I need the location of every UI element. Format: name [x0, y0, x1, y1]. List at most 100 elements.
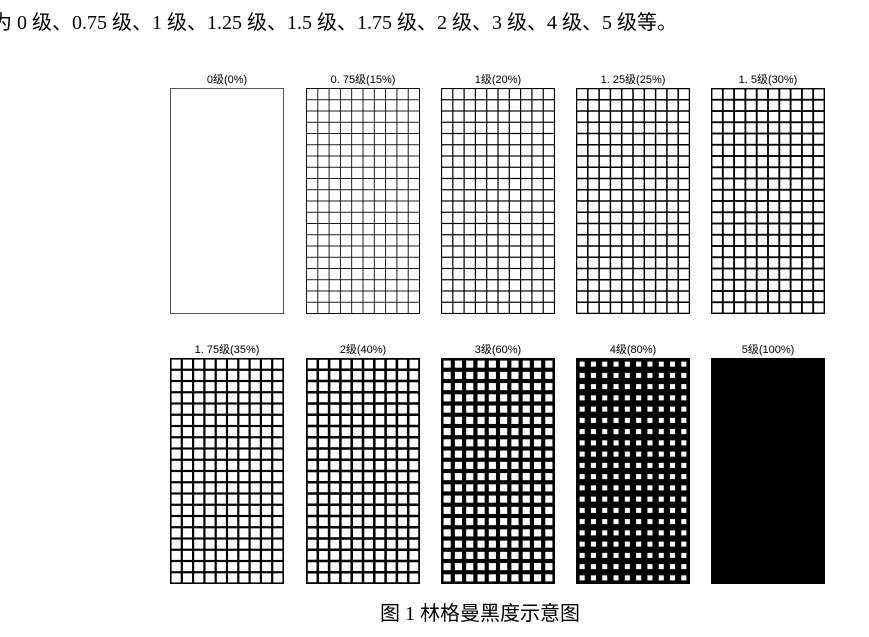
empty-frame — [170, 88, 284, 314]
white-square — [330, 416, 340, 425]
white-square — [624, 395, 630, 401]
white-square — [182, 494, 192, 504]
white-square — [532, 235, 543, 246]
white-square — [453, 257, 464, 268]
white-square — [443, 518, 451, 526]
white-square — [723, 156, 734, 167]
white-square — [273, 415, 283, 425]
white-square — [182, 517, 192, 527]
white-square — [318, 268, 329, 280]
white-square — [599, 168, 610, 178]
white-square — [498, 145, 509, 156]
white-square — [409, 427, 419, 436]
white-square — [498, 269, 509, 280]
white-square — [341, 494, 351, 504]
white-square — [477, 383, 485, 391]
white-square — [636, 564, 642, 570]
white-square — [647, 485, 653, 491]
white-square — [194, 539, 204, 549]
white-square — [250, 404, 260, 414]
white-square — [216, 359, 226, 369]
white-square — [509, 235, 521, 246]
white-square — [802, 258, 813, 268]
white-square — [500, 529, 508, 537]
white-square — [477, 473, 485, 481]
white-square — [780, 235, 790, 246]
white-square — [307, 551, 317, 560]
white-square — [408, 178, 420, 190]
white-square — [487, 257, 498, 268]
white-square — [250, 393, 260, 403]
white-square — [464, 145, 475, 156]
panel-label: 2级(40%) — [339, 344, 387, 356]
white-square — [398, 562, 407, 571]
white-square — [182, 359, 192, 369]
white-square — [511, 383, 519, 391]
white-square — [386, 494, 396, 504]
white-square — [522, 450, 530, 458]
white-square — [498, 224, 509, 235]
white-square — [205, 472, 215, 482]
white-square — [645, 168, 655, 178]
white-square — [330, 359, 340, 369]
white-square — [636, 372, 642, 378]
white-square — [239, 573, 249, 583]
white-square — [307, 393, 317, 403]
white-square — [723, 291, 734, 302]
white-square — [454, 416, 463, 424]
white-square — [273, 539, 283, 549]
white-square — [577, 258, 588, 268]
white-square — [633, 123, 644, 133]
blackness-panel: 2级(40%) — [306, 342, 420, 584]
white-square — [228, 539, 238, 549]
white-square — [375, 427, 385, 436]
white-square — [239, 359, 249, 369]
white-square — [622, 269, 633, 279]
white-square — [814, 303, 824, 313]
white-square — [307, 449, 317, 459]
white-square — [613, 451, 619, 457]
white-square — [330, 449, 340, 459]
white-square — [588, 201, 599, 212]
white-square — [647, 440, 653, 446]
white-square — [364, 393, 374, 403]
white-square — [511, 405, 519, 413]
white-square — [757, 100, 768, 111]
white-square — [735, 246, 745, 257]
white-square — [577, 201, 588, 212]
white-square — [656, 213, 667, 223]
white-square — [476, 269, 487, 280]
white-square — [228, 415, 238, 425]
white-square — [363, 111, 374, 122]
white-square — [532, 302, 543, 313]
white-square — [408, 280, 420, 291]
white-square — [442, 212, 453, 223]
white-square — [590, 406, 596, 412]
white-square — [261, 359, 272, 369]
white-square — [602, 406, 608, 412]
white-square — [670, 361, 676, 367]
white-square — [511, 506, 519, 514]
white-square — [443, 416, 451, 424]
white-square — [511, 518, 519, 526]
white-square — [488, 428, 496, 436]
white-square — [194, 483, 204, 493]
white-square — [205, 382, 215, 392]
white-square — [386, 517, 396, 526]
white-square — [476, 257, 487, 268]
white-square — [735, 156, 745, 167]
white-square — [746, 235, 756, 246]
white-square — [397, 167, 408, 179]
white-square — [545, 450, 553, 458]
white-square — [261, 483, 272, 493]
white-square — [307, 483, 317, 493]
white-square — [363, 212, 374, 224]
white-square — [712, 168, 722, 178]
white-square — [509, 257, 521, 268]
white-square — [656, 145, 667, 156]
white-square — [454, 574, 463, 582]
white-square — [194, 404, 204, 414]
white-square — [545, 563, 553, 571]
white-square — [509, 167, 521, 178]
white-square — [408, 100, 420, 111]
